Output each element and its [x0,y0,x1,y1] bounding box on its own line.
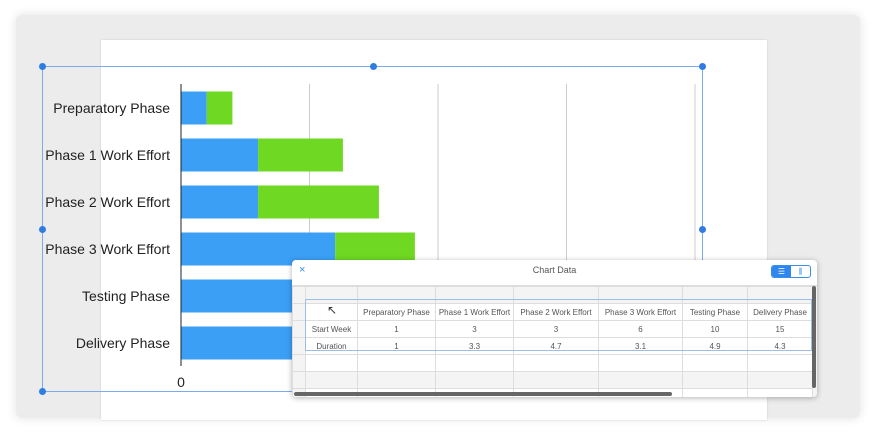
table-cell[interactable]: Phase 1 Work Effort [435,303,514,321]
table-cell[interactable] [682,354,748,372]
list-view-icon[interactable]: ☰ [772,266,791,277]
table-cell[interactable] [682,371,748,389]
table-cell[interactable] [292,371,306,389]
dialog-title: Chart Data [532,265,577,275]
bar-start-week [181,185,259,219]
x-tick-label: 0 [177,374,185,390]
data-range-outline [305,299,812,351]
table-cell[interactable]: Delivery Phase [747,303,813,321]
category-label: Phase 3 Work Effort [45,241,170,257]
table-cell[interactable] [598,371,683,389]
table-cell[interactable] [292,320,306,338]
table-cell[interactable]: Start Week [305,320,358,338]
category-label: Delivery Phase [76,335,170,351]
close-icon[interactable]: × [299,264,306,276]
table-cell[interactable]: Preparatory Phase [357,303,436,321]
table-row: Preparatory Phase Phase 1 Work Effort Phas… [292,303,813,321]
horizontal-scrollbar[interactable] [294,392,672,396]
category-label: Phase 1 Work Effort [45,147,170,163]
table-cell[interactable] [292,303,306,321]
bar-duration [258,185,379,219]
category-label: Preparatory Phase [53,100,170,116]
table-row: Start Week 1 3 3 6 10 15 [292,320,813,338]
table-cell[interactable] [292,286,306,304]
view-toggle[interactable]: ☰ ⫼ [771,265,811,278]
bar-start-week [181,91,207,125]
resize-handle[interactable] [698,62,706,70]
table-cell[interactable] [357,371,436,389]
table-cell[interactable] [747,388,813,397]
table-row [292,371,813,389]
table-cell[interactable] [513,371,599,389]
chart-data-dialog: × Chart Data ☰ ⫼ Preparatory Phase Phase … [292,260,817,397]
table-cell[interactable] [747,354,813,372]
data-grid[interactable]: Preparatory Phase Phase 1 Work Effort Phas… [292,285,817,397]
mouse-cursor-icon: ↖ [327,303,338,317]
table-cell[interactable] [513,354,599,372]
bar-duration [206,91,233,125]
table-cell[interactable]: 10 [682,320,748,338]
table-cell[interactable] [747,371,813,389]
table-cell[interactable]: Testing Phase [682,303,748,321]
table-cell[interactable] [305,354,358,372]
vertical-scrollbar[interactable] [812,286,816,388]
table-cell[interactable] [292,337,306,355]
table-cell[interactable]: 1 [357,320,436,338]
resize-handle[interactable] [38,62,46,70]
resize-handle[interactable] [369,62,377,70]
table-cell[interactable] [682,388,748,397]
bar-duration [258,138,343,172]
resize-handle[interactable] [38,225,46,233]
table-cell[interactable] [435,354,514,372]
category-label: Testing Phase [82,288,170,304]
table-cell[interactable] [435,371,514,389]
table-cell[interactable] [357,354,436,372]
resize-handle[interactable] [698,225,706,233]
table-cell[interactable] [305,371,358,389]
bar-start-week [181,138,259,172]
resize-handle[interactable] [38,387,46,395]
table-cell[interactable] [598,354,683,372]
table-row [292,354,813,372]
category-label: Phase 2 Work Effort [45,194,170,210]
table-cell[interactable] [292,354,306,372]
columns-view-icon[interactable]: ⫼ [798,267,803,276]
table-cell[interactable]: 15 [747,320,813,338]
table-cell[interactable]: 6 [598,320,683,338]
table-cell[interactable]: Phase 3 Work Effort [598,303,683,321]
